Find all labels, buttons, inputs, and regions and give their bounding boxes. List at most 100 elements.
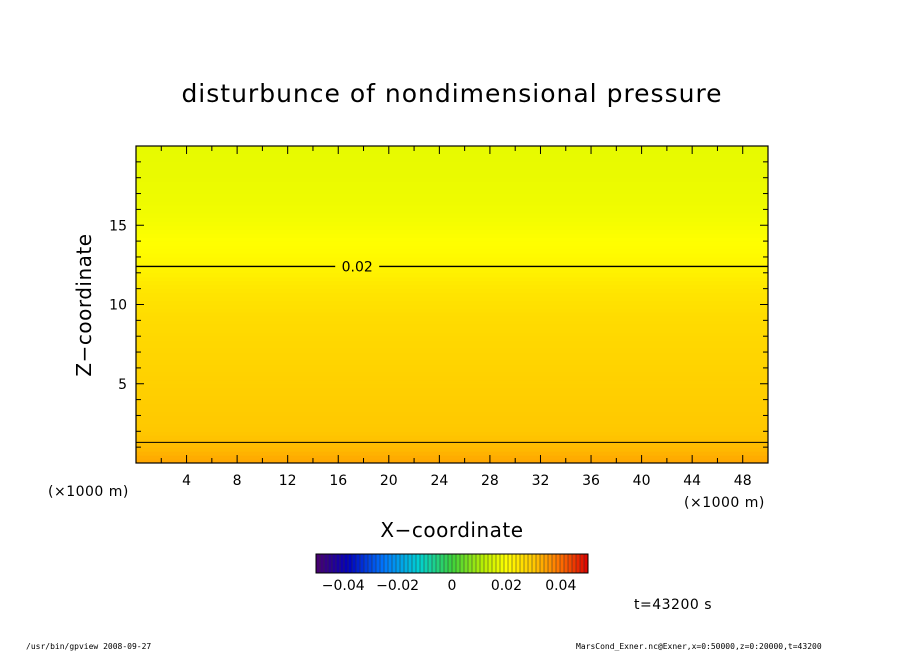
colorbar-cell [316, 554, 320, 573]
x-axis-label: X−coordinate [380, 518, 523, 542]
x-tick-label: 40 [633, 473, 651, 489]
colorbar-cell [552, 554, 556, 573]
colorbar-cell [416, 554, 420, 573]
field-band [136, 315, 768, 321]
colorbar-cell [492, 554, 496, 573]
colorbar-cell [448, 554, 452, 573]
colorbar-cell [436, 554, 440, 573]
field-band [136, 268, 768, 274]
field-band [136, 335, 768, 341]
field-band [136, 197, 768, 202]
colorbar-cell [396, 554, 400, 573]
footer-left: /usr/bin/gpview 2008-09-27 [26, 642, 152, 651]
colorbar-cell [332, 554, 336, 573]
field-band [136, 327, 768, 333]
colorbar-cell [476, 554, 480, 573]
contour-lines [136, 265, 768, 443]
colorbar-cell [520, 554, 524, 573]
colorbar-cell [420, 554, 424, 573]
colorbar-cell [400, 554, 404, 573]
field-band [136, 391, 768, 397]
field-band [136, 153, 768, 159]
field-band [136, 236, 768, 242]
colorbar-cell [524, 554, 528, 573]
colorbar-tick-label: 0.02 [491, 578, 522, 594]
field-band [136, 395, 768, 401]
field-band [136, 410, 768, 416]
x-tick-label: 48 [734, 473, 752, 489]
field-band [136, 450, 768, 456]
colorbar-cell [340, 554, 344, 573]
colorbar-cell [360, 554, 364, 573]
field-band [136, 216, 768, 222]
field-band [136, 284, 768, 290]
field-band [136, 458, 768, 463]
field-band [136, 252, 768, 258]
colorbar-cell [472, 554, 476, 573]
field-band [136, 383, 768, 389]
field-band [136, 248, 768, 254]
colorbar-cell [424, 554, 428, 573]
colorbar-cell [376, 554, 380, 573]
colorbar-cell [516, 554, 520, 573]
field-band [136, 260, 768, 266]
x-tick-label: 44 [683, 473, 701, 489]
colorbar-tick-label: −0.04 [322, 578, 365, 594]
y-tick-label: 10 [109, 298, 127, 314]
field-band [136, 304, 768, 309]
field-band [136, 430, 768, 436]
colorbar-cell [328, 554, 332, 573]
colorbar-cell [372, 554, 376, 573]
colorbar-cell [576, 554, 580, 573]
field-band [136, 169, 768, 175]
colorbar-cell [568, 554, 572, 573]
colorbar-cell [404, 554, 408, 573]
colorbar-cell [440, 554, 444, 573]
pressure-field [136, 146, 768, 463]
field-band [136, 454, 768, 460]
field-band [136, 256, 768, 262]
field-band [136, 208, 768, 214]
field-band [136, 403, 768, 409]
x-axis-ticks: 4 8 12 16 20 24 28 32 36 40 44 48 [160, 146, 752, 489]
field-band [136, 331, 768, 337]
field-band [136, 438, 768, 444]
x-tick-label: 8 [233, 473, 242, 489]
field-band [136, 212, 768, 218]
colorbar-cell [496, 554, 500, 573]
colorbar-cell [352, 554, 356, 573]
colorbar-cell [528, 554, 532, 573]
field-band [136, 193, 768, 199]
x-tick-label: 32 [532, 473, 550, 489]
contour-labels: 0.02 [342, 259, 373, 275]
colorbar-cell [460, 554, 464, 573]
field-band [136, 426, 768, 432]
colorbar-cell [452, 554, 456, 573]
y-axis-label: Z−coordinate [72, 233, 96, 376]
colorbar-frame [315, 553, 589, 574]
colorbar-cell [368, 554, 372, 573]
field-band [136, 418, 768, 424]
field-band [136, 244, 768, 250]
colorbar-tick-label: 0.04 [545, 578, 576, 594]
field-band [136, 379, 768, 385]
colorbar-cell [500, 554, 504, 573]
colorbar-tick-label: −0.02 [376, 578, 419, 594]
field-band [136, 399, 768, 405]
field-band [136, 181, 768, 187]
colorbar-cell [488, 554, 492, 573]
colorbar-cell [456, 554, 460, 573]
colorbar-tick-labels: −0.04 −0.02 0 0.02 0.04 [322, 578, 577, 594]
field-band [136, 355, 768, 361]
colorbar-cell [560, 554, 564, 573]
field-band [136, 185, 768, 191]
y-tick-label: 5 [118, 377, 127, 393]
field-band [136, 228, 768, 234]
field-band [136, 407, 768, 412]
field-band [136, 363, 768, 369]
field-band [136, 224, 768, 230]
contour-label: 0.02 [342, 259, 373, 275]
colorbar-cell [548, 554, 552, 573]
x-tick-label: 16 [329, 473, 347, 489]
x-tick-label: 4 [182, 473, 191, 489]
